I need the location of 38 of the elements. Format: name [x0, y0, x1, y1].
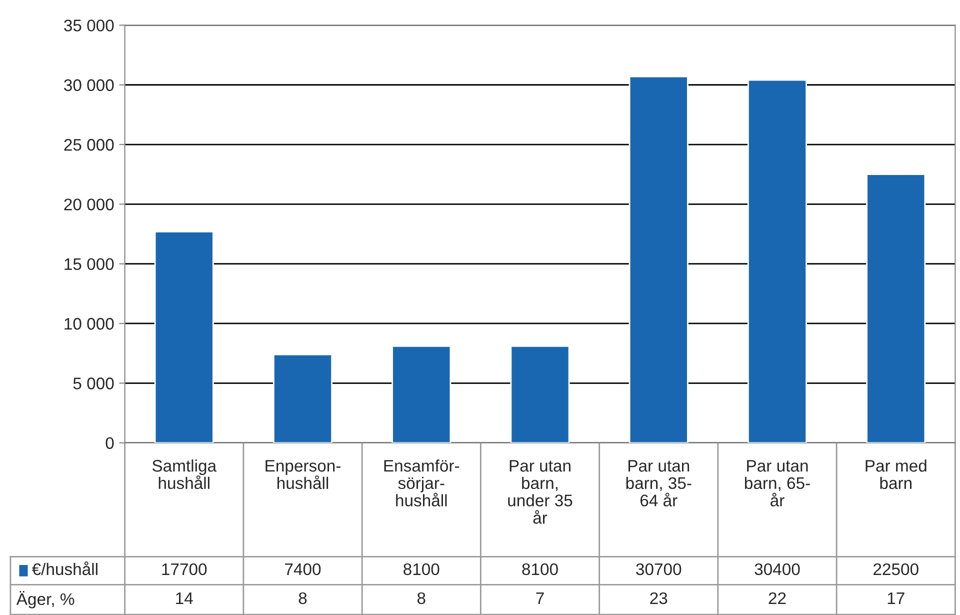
text: 22 [768, 592, 786, 604]
data-label: 8100 [404, 563, 440, 576]
text: 7 [536, 592, 544, 604]
text: 17 [888, 592, 904, 604]
x-tick-label: Par utan barn, 65- år [744, 460, 810, 506]
y-tick-label: 20 000 [64, 198, 114, 210]
bar [628, 76, 688, 443]
data-label: 30400 [754, 563, 800, 576]
x-tick-label: Samtliga hushåll [152, 459, 217, 490]
bar [272, 354, 332, 443]
y-tick-label: 5 000 [73, 378, 114, 390]
text: 14 [176, 592, 193, 604]
bar [866, 174, 926, 443]
bar [392, 345, 452, 443]
x-tick-label: Ensamför- sörjar- hushåll [384, 459, 460, 506]
y-tick-label: 10 000 [64, 318, 114, 330]
y-tick-label: 30 000 [64, 79, 114, 92]
bar [510, 345, 570, 443]
text: 8 [298, 592, 307, 604]
legend-label: €/hushåll [32, 562, 98, 576]
y-tick-label: 25 000 [64, 138, 114, 151]
y-tick-label: 15 000 [64, 258, 114, 270]
data-label: 8100 [522, 563, 558, 576]
x-tick-label: Par utan barn, 35- 64 år [626, 460, 692, 506]
text: Äger, % [16, 590, 74, 608]
bar [748, 79, 808, 443]
x-tick-label: Par med barn [866, 459, 926, 490]
text: 23 [650, 592, 668, 604]
x-tick-label: Par utan barn, under 35 år [508, 460, 572, 524]
y-tick-label: 0 [106, 437, 114, 450]
data-label: 22500 [874, 563, 918, 576]
data-label: 7400 [285, 563, 321, 576]
y-tick-label: 35 000 [64, 20, 114, 32]
bar [154, 230, 214, 443]
data-label: 17700 [162, 563, 207, 576]
data-label: 30700 [636, 563, 682, 576]
text: 8 [417, 592, 426, 604]
x-tick-label: Enperson- hushåll [266, 460, 340, 490]
